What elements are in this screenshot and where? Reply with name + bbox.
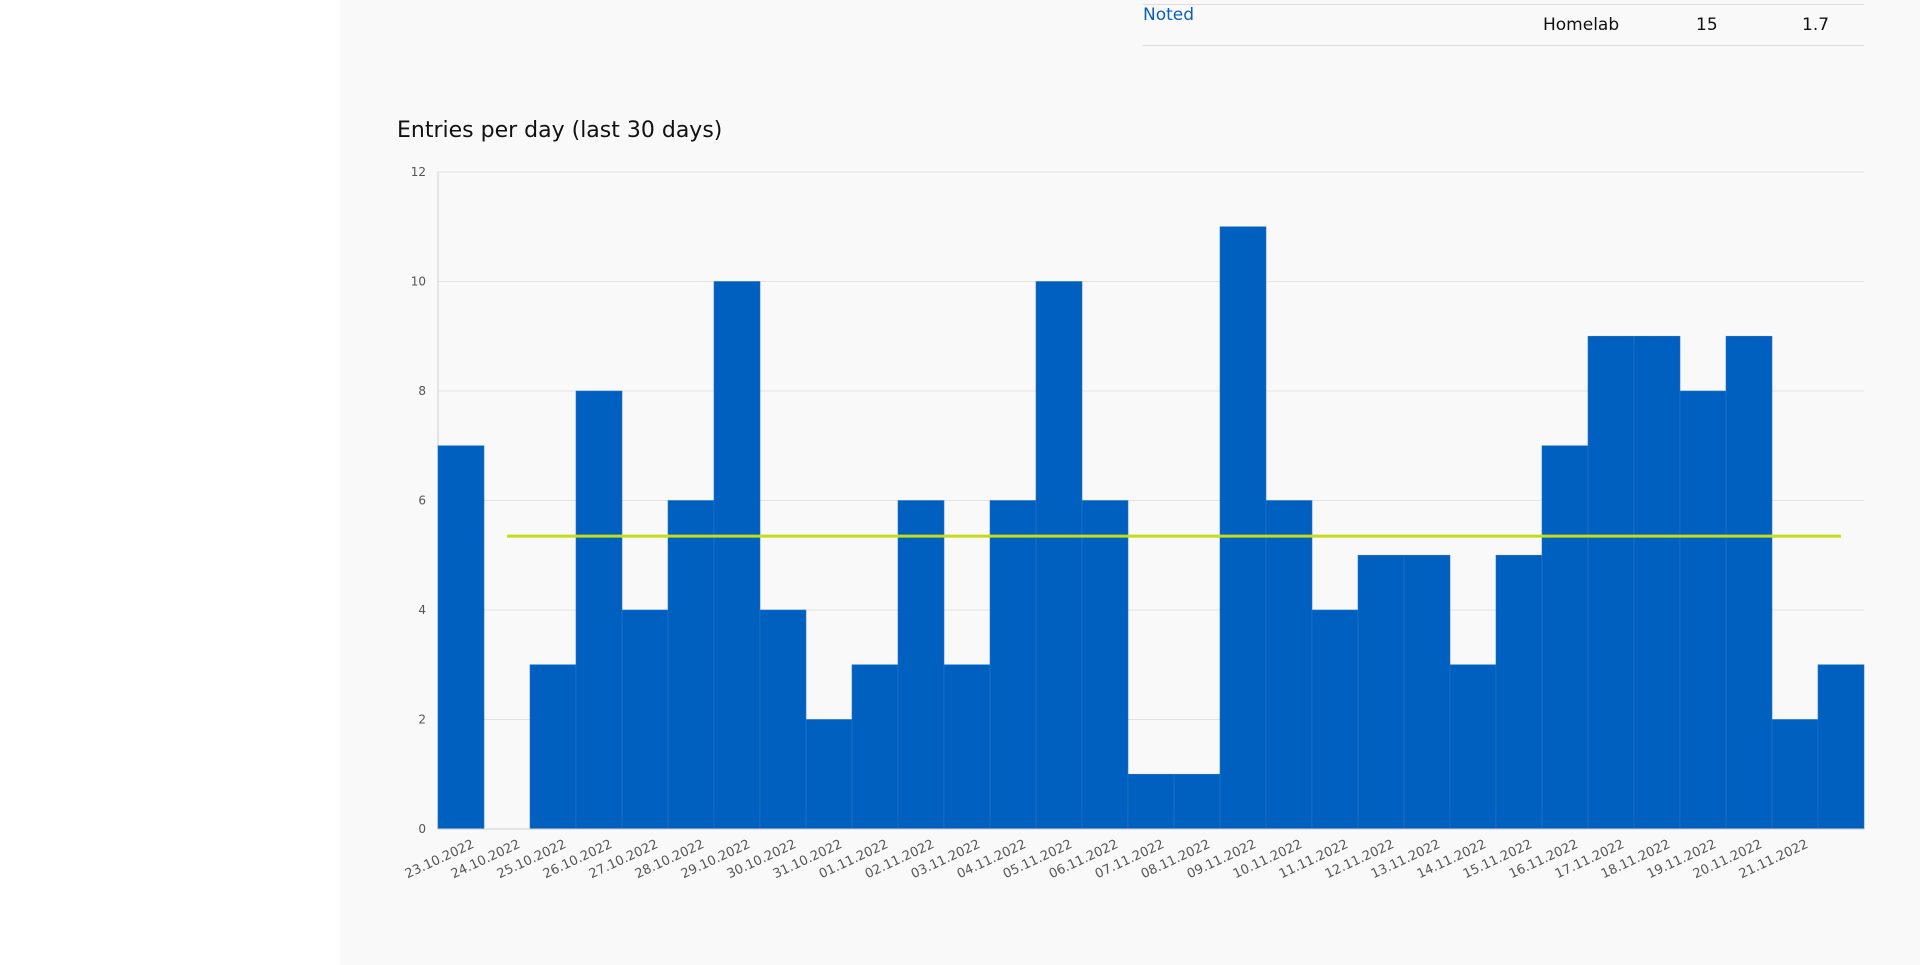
- entry-average: 1.7: [1802, 15, 1830, 35]
- y-tick-label: 10: [411, 275, 426, 289]
- bar[interactable]: [1081, 500, 1129, 830]
- bar[interactable]: [529, 664, 577, 830]
- bar[interactable]: [1633, 335, 1681, 830]
- bar[interactable]: [851, 664, 899, 830]
- project-link[interactable]: Noted: [1143, 5, 1195, 25]
- bar[interactable]: [759, 609, 807, 830]
- bar[interactable]: [1725, 335, 1773, 830]
- bar[interactable]: [1173, 773, 1221, 830]
- bar[interactable]: [805, 719, 853, 830]
- y-tick-label: 6: [418, 494, 426, 508]
- bar[interactable]: [1587, 335, 1635, 830]
- y-tick-label: 8: [418, 384, 426, 398]
- bar[interactable]: [437, 445, 485, 830]
- bar[interactable]: [1817, 664, 1865, 830]
- y-tick-label: 12: [411, 165, 426, 179]
- bar[interactable]: [667, 500, 715, 830]
- bar[interactable]: [1357, 554, 1405, 830]
- bar[interactable]: [1679, 390, 1727, 830]
- bar[interactable]: [1035, 281, 1083, 830]
- y-tick-label: 0: [418, 822, 426, 836]
- bar[interactable]: [989, 500, 1037, 830]
- bar[interactable]: [621, 609, 669, 830]
- bar[interactable]: [1311, 609, 1359, 830]
- bar[interactable]: [1541, 445, 1589, 830]
- y-tick-label: 2: [418, 713, 426, 727]
- y-tick-label: 4: [418, 603, 426, 617]
- bar[interactable]: [897, 500, 945, 830]
- bar[interactable]: [1449, 664, 1497, 830]
- bar[interactable]: [1127, 773, 1175, 830]
- project-tag: Homelab: [1543, 15, 1620, 35]
- bar[interactable]: [1219, 226, 1267, 830]
- bar[interactable]: [1771, 719, 1819, 830]
- bar[interactable]: [1495, 554, 1543, 830]
- bar[interactable]: [575, 390, 623, 830]
- bar[interactable]: [943, 664, 991, 830]
- bar[interactable]: [1403, 554, 1451, 830]
- chart-title: Entries per day (last 30 days): [397, 118, 723, 143]
- bar[interactable]: [713, 281, 761, 830]
- bar[interactable]: [1265, 500, 1313, 830]
- entry-count: 15: [1696, 15, 1718, 35]
- table-row: Noted Homelab 15 1.7: [1143, 4, 1864, 46]
